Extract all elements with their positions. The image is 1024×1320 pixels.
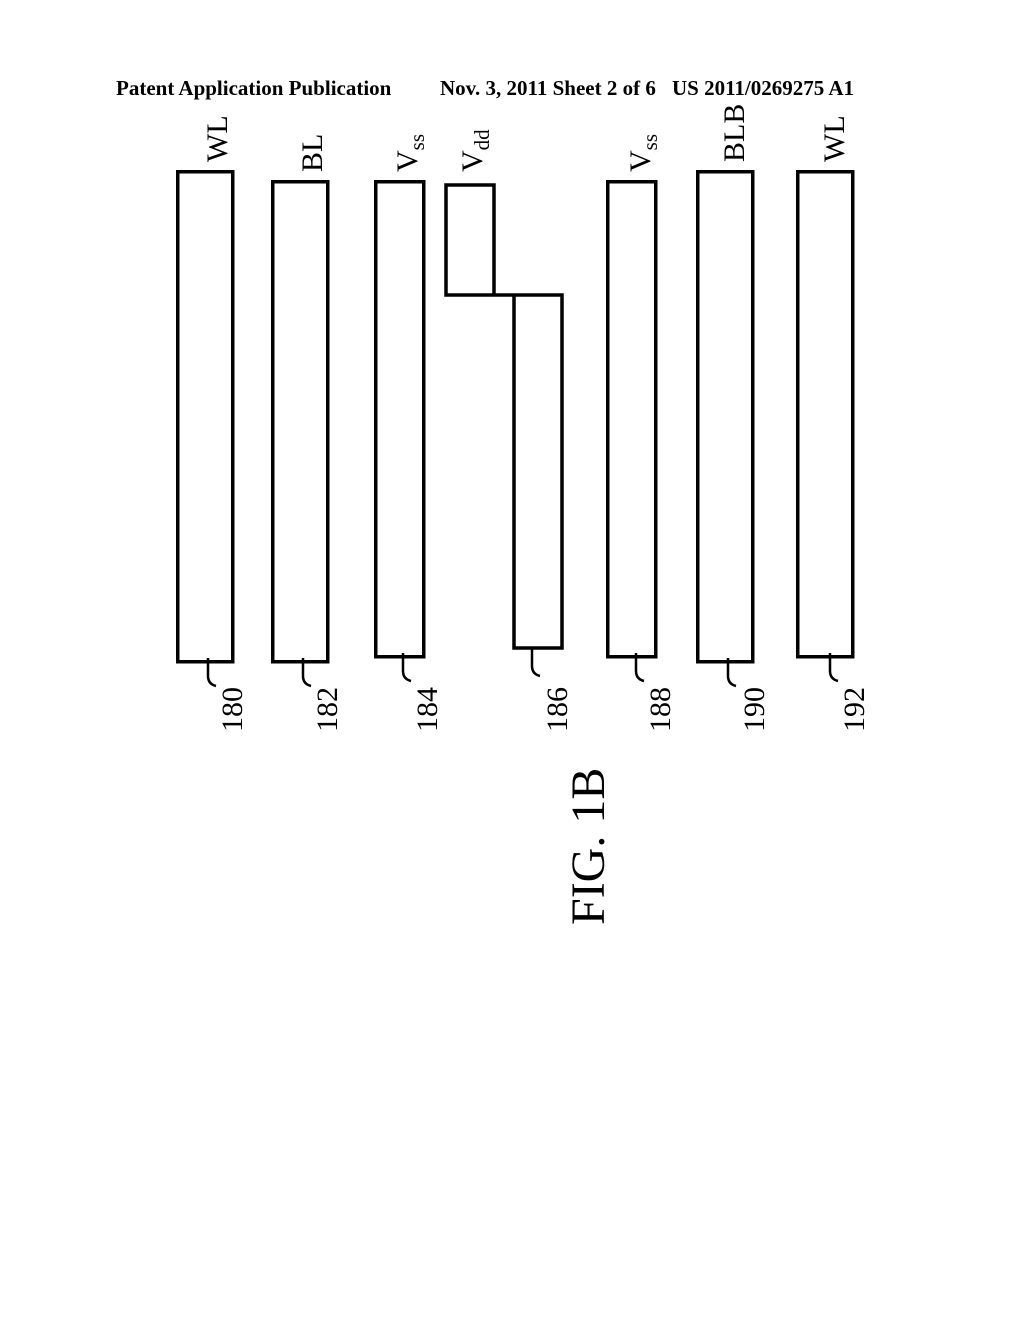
column-top-label: WL [818, 115, 852, 162]
header-right: US 2011/0269275 A1 [672, 76, 854, 101]
column-ref-label: 186 [541, 687, 575, 732]
header-left: Patent Application Publication [116, 76, 391, 101]
column-ref-label: 192 [838, 687, 872, 732]
column-top-label: BLB [718, 104, 752, 162]
column-top-label: Vdd [456, 129, 495, 172]
column-top-label: Vss [624, 134, 663, 172]
figure-area: FIG. 1B WL180BL182Vss184Vdd186Vss188BLB1… [116, 150, 906, 1210]
column-ref-label: 190 [738, 687, 772, 732]
column-ref-label: 188 [644, 687, 678, 732]
header-mid: Nov. 3, 2011 Sheet 2 of 6 [440, 76, 656, 101]
